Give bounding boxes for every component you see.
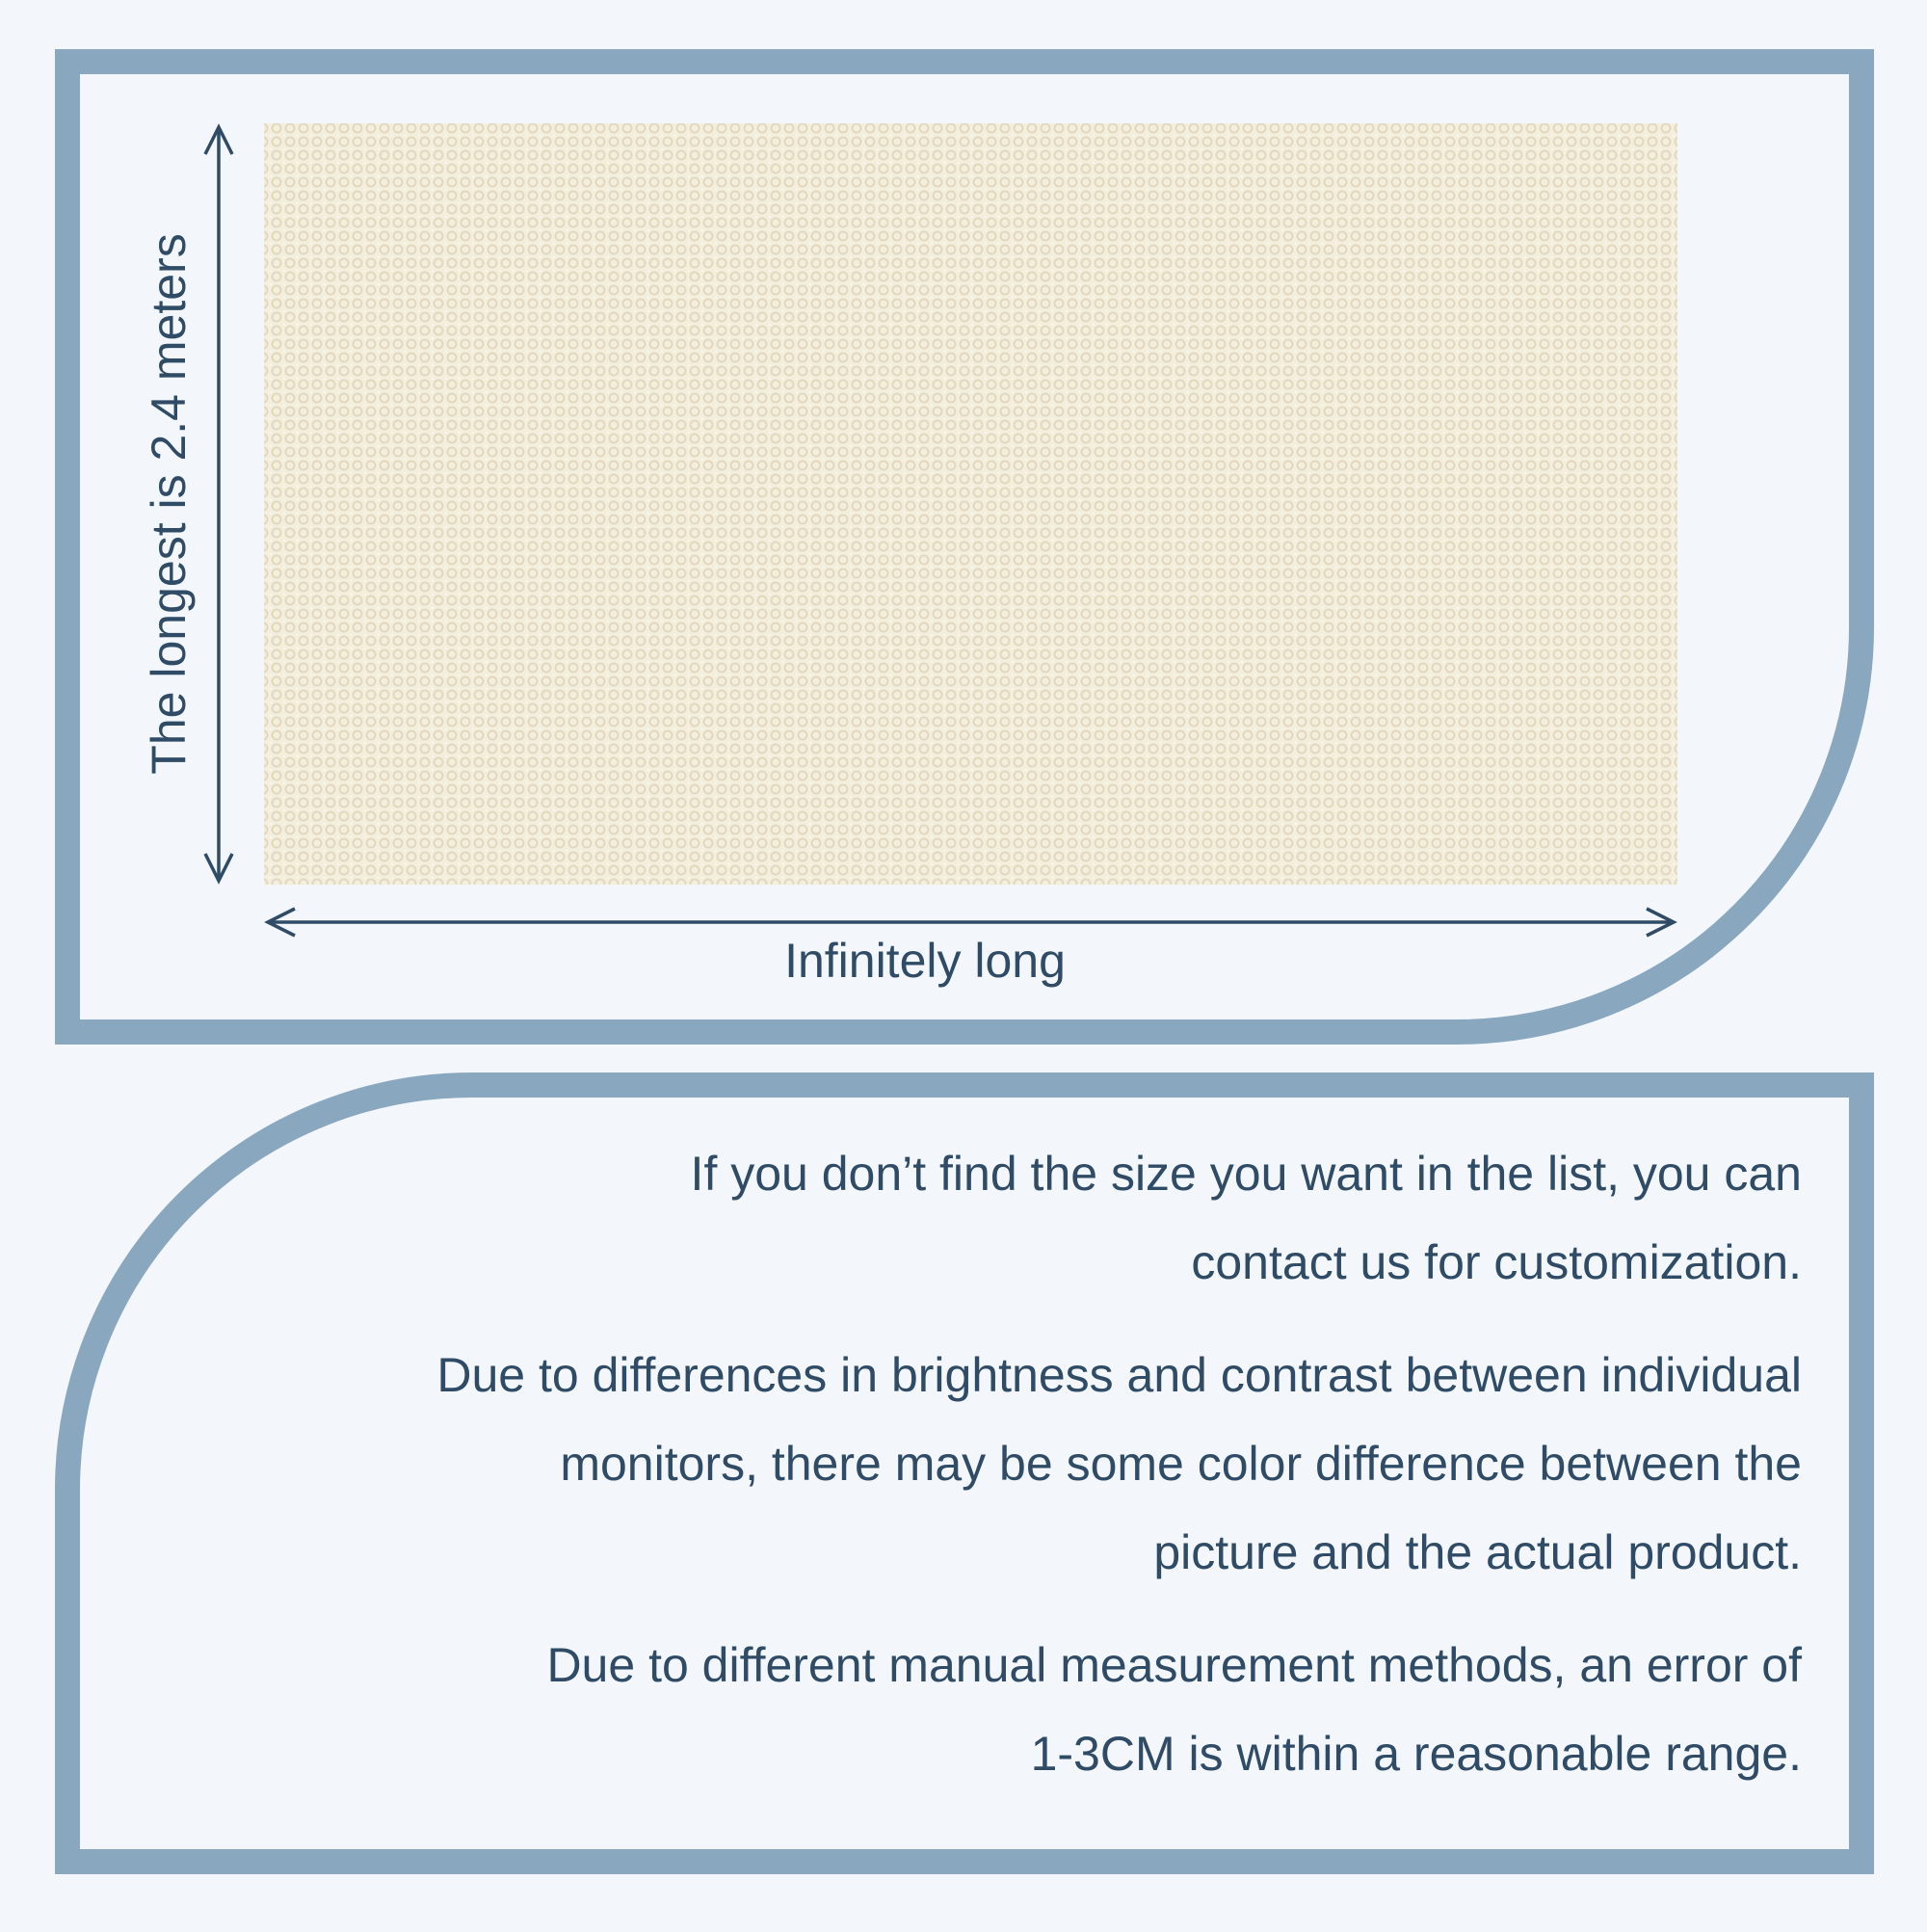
note-line: 1-3CM is within a reasonable range. [1031, 1727, 1802, 1781]
note-line: Due to different manual measurement meth… [546, 1638, 1802, 1692]
note-line: If you don’t find the size you want in t… [691, 1147, 1802, 1201]
note-line: monitors, there may be some color differ… [560, 1437, 1802, 1491]
notes: If you don’t find the size you want in t… [436, 1147, 1802, 1781]
height-label: The longest is 2.4 meters [142, 233, 196, 774]
length-arrow [264, 907, 1677, 938]
fabric-image [264, 123, 1677, 885]
note-line: picture and the actual product. [1153, 1525, 1802, 1579]
note-line: Due to differences in brightness and con… [436, 1348, 1802, 1402]
top-frame [55, 49, 1874, 1045]
length-label: Infinitely long [784, 934, 1066, 988]
note-line: contact us for customization. [1191, 1235, 1802, 1289]
height-arrow [203, 123, 234, 885]
bottom-frame [55, 1072, 1874, 1874]
